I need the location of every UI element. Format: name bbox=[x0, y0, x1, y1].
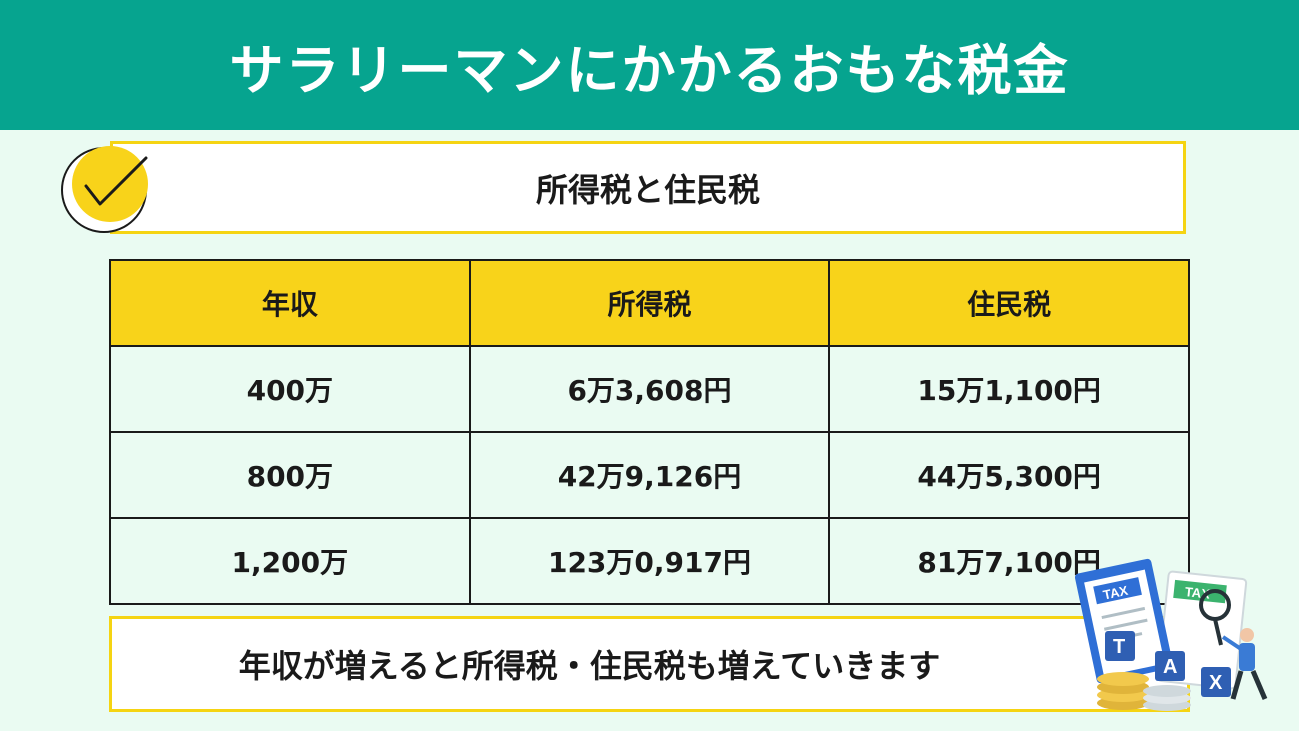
header-annual-income: 年収 bbox=[109, 259, 471, 347]
cell-income: 800万 bbox=[109, 431, 471, 519]
table-header-row: 年収 所得税 住民税 bbox=[109, 259, 1190, 347]
header-income-tax: 所得税 bbox=[468, 259, 831, 347]
header-resident-tax: 住民税 bbox=[828, 259, 1190, 347]
cell-income-tax: 123万0,917円 bbox=[468, 517, 831, 605]
cell-income: 1,200万 bbox=[109, 517, 471, 605]
tax-table: 年収 所得税 住民税 400万 6万3,608円 15万1,100円 800万 … bbox=[109, 259, 1190, 605]
cell-income-tax: 42万9,126円 bbox=[468, 431, 831, 519]
block-x-letter: X bbox=[1209, 672, 1223, 694]
cell-income-tax: 6万3,608円 bbox=[468, 345, 831, 433]
block-t-letter: T bbox=[1113, 636, 1125, 658]
footer-text: 年収が増えると所得税・住民税も増えていきます bbox=[238, 647, 941, 685]
tax-document-front-label: TAX bbox=[1102, 583, 1130, 603]
magnifier-icon bbox=[1199, 589, 1231, 646]
block-x: X bbox=[1201, 667, 1231, 697]
checkmark-icon bbox=[61, 146, 148, 233]
tax-document-front: TAX bbox=[1075, 558, 1174, 684]
subtitle-box: 所得税と住民税 bbox=[110, 141, 1186, 234]
tax-illustration: TAX TAX T A X bbox=[1075, 558, 1268, 711]
cell-resident-tax: 15万1,100円 bbox=[828, 345, 1190, 433]
subtitle-text: 所得税と住民税 bbox=[535, 170, 760, 209]
footer-box: 年収が増えると所得税・住民税も増えていきます bbox=[109, 616, 1190, 712]
table-row: 1,200万 123万0,917円 81万7,100円 bbox=[109, 517, 1190, 605]
page-title: サラリーマンにかかるおもな税金 bbox=[229, 38, 1070, 102]
table-row: 800万 42万9,126円 44万5,300円 bbox=[109, 431, 1190, 519]
header-banner: サラリーマンにかかるおもな税金 bbox=[0, 0, 1299, 130]
block-a-letter: A bbox=[1163, 656, 1177, 678]
cell-income: 400万 bbox=[109, 345, 471, 433]
block-t: T bbox=[1105, 631, 1135, 661]
coin-stack bbox=[1097, 672, 1191, 711]
block-a: A bbox=[1155, 651, 1185, 681]
table-row: 400万 6万3,608円 15万1,100円 bbox=[109, 345, 1190, 433]
person-figure bbox=[1221, 628, 1268, 700]
cell-resident-tax: 44万5,300円 bbox=[828, 431, 1190, 519]
